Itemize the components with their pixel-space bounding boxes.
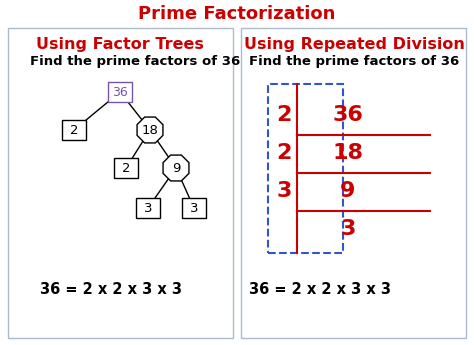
Text: 18: 18 xyxy=(332,143,364,163)
Text: 2: 2 xyxy=(70,124,78,137)
Text: 9: 9 xyxy=(172,161,180,175)
Bar xyxy=(241,28,466,338)
Text: Prime Factorization: Prime Factorization xyxy=(138,5,336,23)
Text: 2: 2 xyxy=(276,105,292,125)
Bar xyxy=(136,198,160,218)
Text: 36: 36 xyxy=(112,86,128,99)
Text: 3: 3 xyxy=(144,201,152,215)
Text: 9: 9 xyxy=(340,181,356,201)
Polygon shape xyxy=(163,155,189,181)
Text: 36 = 2 x 2 x 3 x 3: 36 = 2 x 2 x 3 x 3 xyxy=(40,283,182,297)
Bar xyxy=(114,158,138,178)
Text: Using Repeated Division: Using Repeated Division xyxy=(244,37,465,51)
Text: 3: 3 xyxy=(340,219,356,239)
Text: 2: 2 xyxy=(276,143,292,163)
Text: 3: 3 xyxy=(276,181,292,201)
Text: Find the prime factors of 36: Find the prime factors of 36 xyxy=(249,56,459,69)
Text: Find the prime factors of 36: Find the prime factors of 36 xyxy=(30,56,240,69)
Bar xyxy=(108,82,132,102)
Text: Using Factor Trees: Using Factor Trees xyxy=(36,37,204,51)
Text: 36 = 2 x 2 x 3 x 3: 36 = 2 x 2 x 3 x 3 xyxy=(249,283,391,297)
Text: 3: 3 xyxy=(190,201,198,215)
Bar xyxy=(268,84,343,253)
Bar xyxy=(62,120,86,140)
Text: 18: 18 xyxy=(142,124,158,137)
Text: 36: 36 xyxy=(333,105,364,125)
Bar xyxy=(8,28,233,338)
Polygon shape xyxy=(137,117,163,143)
Text: 2: 2 xyxy=(122,161,130,175)
Bar xyxy=(182,198,206,218)
